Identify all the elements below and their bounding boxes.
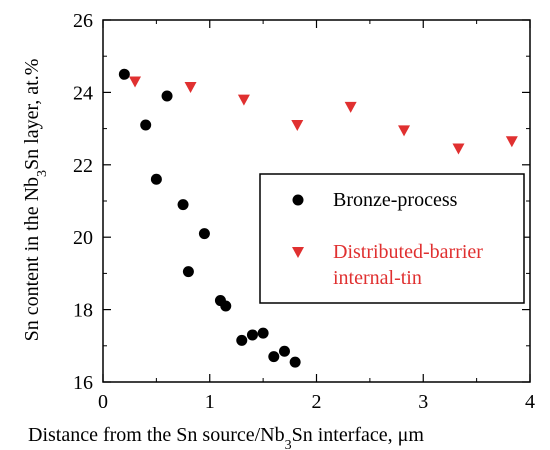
y-tick-label: 16	[73, 372, 93, 394]
distributed-barrier-point	[184, 81, 197, 93]
x-tick-label: 4	[525, 391, 535, 413]
bronze-process-point	[182, 266, 194, 278]
distributed-barrier-point	[129, 76, 142, 88]
legend-marker-distributed	[292, 247, 304, 258]
y-tick-label: 20	[73, 227, 93, 249]
legend-label-bronze: Bronze-process	[333, 189, 458, 211]
x-tick-label: 1	[205, 391, 215, 413]
bronze-process-point	[177, 199, 189, 211]
bronze-process-point	[161, 90, 173, 102]
bronze-process-point	[220, 300, 232, 312]
bronze-process-point	[140, 119, 152, 131]
bronze-process-point	[246, 329, 258, 341]
y-tick-label: 18	[73, 300, 93, 322]
bronze-process-point	[257, 327, 269, 339]
bronze-process-point	[289, 356, 301, 368]
bronze-process-point	[198, 228, 210, 240]
legend: Bronze-process Distributed-barrier inter…	[259, 173, 525, 304]
bronze-process-point	[278, 345, 290, 357]
tick-labels: 0 1 2 3 4 16 18 20 22 24 26	[73, 10, 535, 413]
legend-marker-bronze	[292, 194, 304, 206]
distributed-barrier-point	[398, 125, 411, 137]
distributed-barrier-point	[452, 143, 465, 155]
y-axis-label: Sn content in the Nb3Sn layer, at.%	[21, 59, 50, 342]
bronze-process-point	[268, 351, 280, 363]
x-axis-label: Distance from the Sn source/Nb3Sn interf…	[28, 424, 424, 450]
y-tick-label: 26	[73, 10, 93, 32]
axis-ticks	[102, 19, 531, 383]
bronze-process-point	[118, 68, 130, 80]
bronze-process-point	[150, 173, 162, 185]
legend-label-distributed-line1: Distributed-barrier	[333, 241, 483, 263]
legend-box	[259, 173, 525, 304]
bronze-process-point	[236, 334, 248, 346]
x-tick-label: 3	[418, 391, 428, 413]
distributed-barrier-point	[505, 136, 518, 148]
legend-label-distributed-line2: internal-tin	[333, 267, 422, 289]
x-tick-label: 2	[312, 391, 322, 413]
y-tick-label: 24	[73, 82, 93, 104]
distributed-barrier-point	[237, 94, 250, 106]
x-tick-label: 0	[98, 391, 108, 413]
data-markers	[118, 68, 518, 368]
distributed-barrier-point	[344, 101, 357, 113]
y-tick-label: 22	[73, 155, 93, 177]
distributed-barrier-point	[291, 119, 304, 131]
